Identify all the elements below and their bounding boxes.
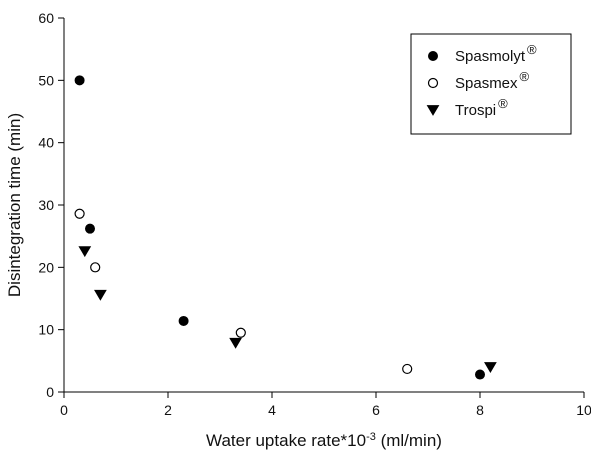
legend: Spasmolyt ® Spasmex ® Trospi ® [410, 33, 572, 135]
registered-mark: ® [520, 69, 530, 84]
y-tick-label: 20 [38, 259, 54, 275]
data-point [85, 223, 95, 234]
x-axis-title-exponent: -3 [366, 431, 376, 443]
x-ticks: 0 2 4 6 8 10 [60, 392, 591, 418]
data-point [90, 262, 101, 273]
x-tick-label: 10 [576, 402, 591, 418]
series-spasmolyt [74, 75, 485, 380]
x-axis-title: Water uptake rate*10-3 (ml/min) [206, 431, 442, 450]
data-point [74, 208, 85, 219]
y-ticks: 0 10 20 30 40 50 60 [38, 10, 64, 400]
data-point [484, 362, 497, 374]
data-point [78, 246, 92, 258]
y-tick-label: 0 [46, 384, 54, 400]
x-tick-label: 8 [476, 402, 484, 418]
series-spasmex [74, 208, 413, 375]
y-tick-label: 30 [38, 197, 54, 213]
x-tick-label: 4 [268, 402, 276, 418]
y-tick-label: 10 [38, 322, 54, 338]
data-points [74, 75, 497, 380]
legend-items: Spasmolyt ® Spasmex ® Trospi ® [426, 42, 537, 120]
x-axis-title-main: Water uptake rate*10 [206, 431, 366, 450]
x-tick-label: 2 [164, 402, 172, 418]
y-tick-label: 60 [38, 10, 54, 26]
legend-label: Spasmolyt ® [455, 42, 537, 66]
y-axis-title: Disintegration time (min) [5, 113, 24, 297]
x-tick-label: 0 [60, 402, 68, 418]
legend-marker [427, 77, 439, 89]
legend-marker [426, 105, 440, 116]
data-point [402, 363, 413, 375]
data-point [94, 289, 107, 301]
y-tick-label: 40 [38, 135, 54, 151]
legend-label: Spasmex ® [455, 69, 530, 93]
x-tick-label: 6 [372, 402, 380, 418]
data-point [229, 337, 242, 349]
y-tick-label: 50 [38, 72, 54, 88]
legend-item-spasmex: Spasmex ® [427, 69, 530, 93]
registered-mark: ® [498, 96, 508, 111]
legend-label: Trospi ® [455, 96, 508, 120]
legend-item-spasmolyt: Spasmolyt ® [428, 42, 537, 66]
legend-marker [428, 51, 438, 61]
legend-item-trospi: Trospi ® [426, 96, 508, 120]
data-point [178, 315, 189, 326]
registered-mark: ® [527, 42, 537, 57]
data-point [235, 327, 246, 338]
series-trospi [78, 246, 497, 374]
data-point [475, 369, 485, 380]
x-axis-title-unit: (ml/min) [376, 431, 442, 450]
data-point [74, 75, 85, 86]
